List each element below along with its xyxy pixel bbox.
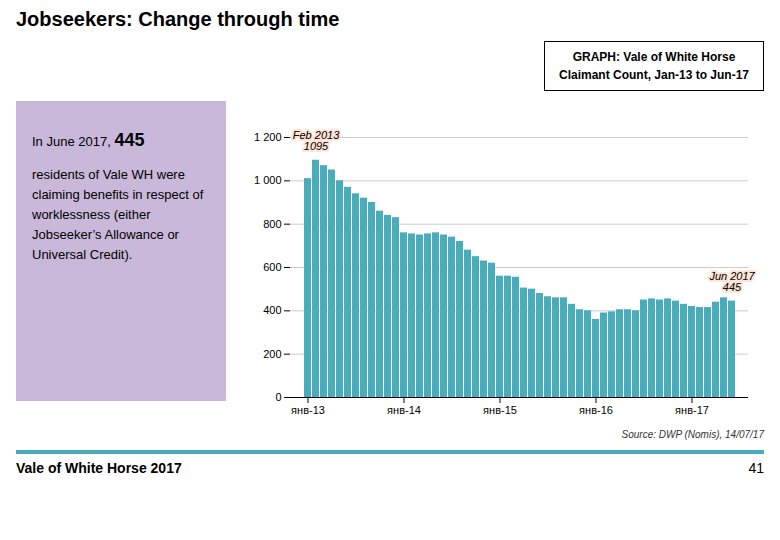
svg-text:янв-15: янв-15 (483, 404, 517, 416)
svg-text:Jun 2017445: Jun 2017445 (708, 270, 755, 293)
svg-text:400: 400 (263, 304, 281, 316)
svg-text:800: 800 (263, 218, 281, 230)
svg-text:янв-17: янв-17 (675, 404, 709, 416)
svg-text:1 200: 1 200 (254, 131, 282, 143)
html-text:residents of Vale WH were clai: residents of Vale WH were claiming benef… (32, 166, 204, 263)
svg-text:200: 200 (263, 348, 281, 360)
html-text:41: 41 (748, 460, 764, 476)
svg-text:янв-13: янв-13 (291, 404, 325, 416)
svg-text:янв-16: янв-16 (579, 404, 613, 416)
html-text:Source: DWP (Nomis), 14/07/17: Source: DWP (Nomis), 14/07/17 (621, 429, 764, 440)
svg-text:1 000: 1 000 (254, 174, 282, 186)
svg-text:янв-14: янв-14 (387, 404, 421, 416)
svg-text:0: 0 (275, 391, 281, 403)
html-text:Claimant Count, Jan-13 to Jun-: Claimant Count, Jan-13 to Jun-17 (559, 68, 749, 82)
svg-text:600: 600 (263, 261, 281, 273)
svg-text:Feb 20131095: Feb 20131095 (293, 129, 340, 152)
html-text:Jobseekers: Change through tim: Jobseekers: Change through time (16, 8, 340, 30)
html-text:In June 2017,445: In June 2017,445 (32, 130, 145, 150)
html-text:Vale of White Horse 2017: Vale of White Horse 2017 (16, 460, 182, 476)
html-text:GRAPH: Vale of White Horse: GRAPH: Vale of White Horse (572, 50, 736, 64)
